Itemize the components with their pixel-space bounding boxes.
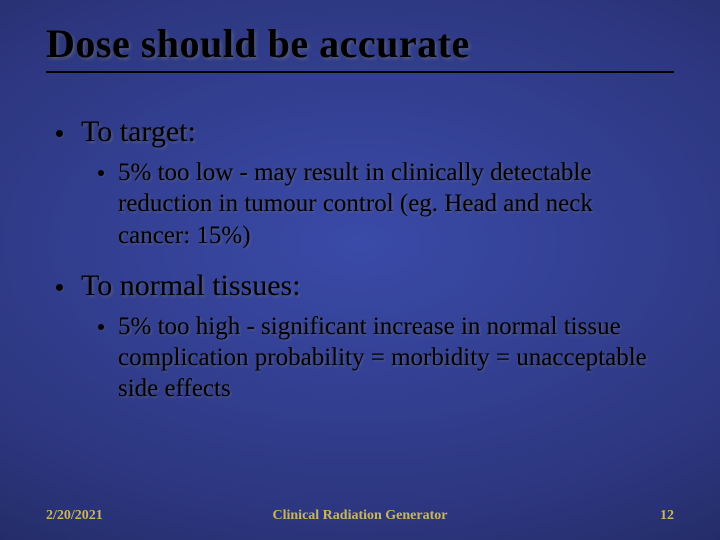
bullet-text: 5% too high - significant increase in no… [118, 311, 664, 405]
bullet-level1: To normal tissues: [56, 269, 674, 303]
slide: Dose should be accurate To target: 5% to… [0, 0, 720, 540]
bullet-dot-icon [98, 324, 104, 330]
bullet-text: 5% too low - may result in clinically de… [118, 157, 664, 251]
bullet-dot-icon [98, 170, 104, 176]
footer-date: 2/20/2021 [46, 508, 103, 524]
bullet-text: To target: [81, 115, 196, 149]
bullet-level1: To target: [56, 115, 674, 149]
footer-page-number: 12 [660, 508, 674, 524]
slide-title: Dose should be accurate [46, 20, 674, 73]
bullet-text: To normal tissues: [81, 269, 301, 303]
bullet-dot-icon [56, 284, 63, 291]
bullet-dot-icon [56, 130, 63, 137]
bullet-level2: 5% too low - may result in clinically de… [98, 157, 674, 251]
bullet-level2: 5% too high - significant increase in no… [98, 311, 674, 405]
slide-footer: 2/20/2021 Clinical Radiation Generator 1… [0, 508, 720, 524]
footer-title: Clinical Radiation Generator [273, 508, 448, 524]
